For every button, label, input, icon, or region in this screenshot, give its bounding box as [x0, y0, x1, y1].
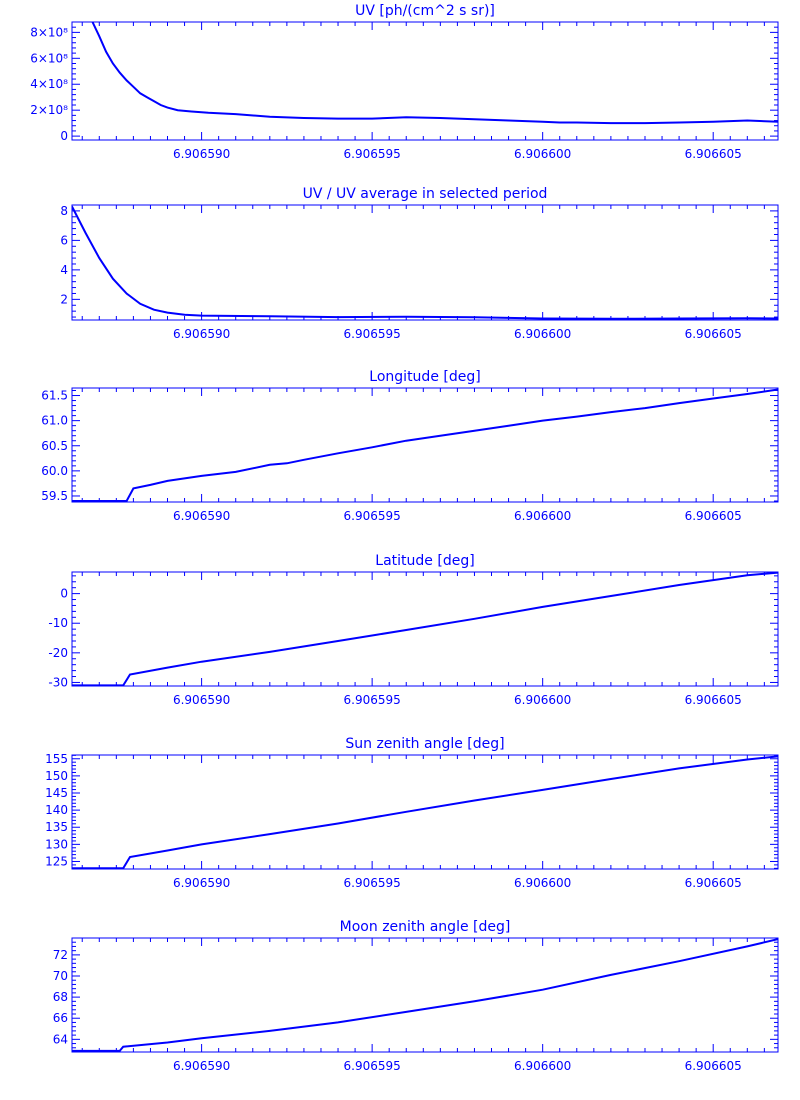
chart-panel-6: Moon zenith angle [deg] 6.906590 6.906595 6…: [53, 919, 779, 1073]
x-tick-label: 6.906600: [514, 876, 571, 890]
y-tick-label: 59.5: [41, 489, 68, 503]
plot-frame: [71, 21, 779, 141]
x-tick-label: 6.906595: [344, 876, 401, 890]
x-tick-label: 6.906590: [173, 509, 230, 523]
chart-panel-2: UV / UV average in selected period 6.9065…: [60, 186, 779, 341]
y-tick-label: 61.5: [41, 389, 68, 403]
series-line: [72, 388, 778, 502]
y-tick-label: 66: [53, 1011, 68, 1025]
y-tick-label: 8×10⁸: [30, 25, 68, 39]
chart-panel-1: UV [ph/(cm^2 s sr)] 6.906590 6.906595 6.906…: [30, 3, 779, 161]
plot-frame: [71, 387, 779, 503]
y-tick-label: 140: [45, 803, 68, 817]
y-tick-label: 70: [53, 969, 68, 983]
y-tick-label: -10: [48, 616, 68, 630]
plot-frame: [71, 754, 779, 870]
x-tick-label: 6.906605: [685, 876, 742, 890]
y-tick-label: 68: [53, 990, 68, 1004]
chart-panel-3: Longitude [deg] 6.906590 6.906595 6.906600 6…: [41, 369, 779, 523]
chart-title: UV / UV average in selected period: [303, 186, 548, 202]
y-tick-label: 130: [45, 837, 68, 851]
y-tick-label: 6: [60, 233, 68, 247]
x-tick-label: 6.906600: [514, 1059, 571, 1073]
x-tick-label: 6.906600: [514, 693, 571, 707]
y-tick-label: 135: [45, 820, 68, 834]
x-tick-label: 6.906605: [685, 1059, 742, 1073]
y-tick-label: 8: [60, 204, 68, 218]
series-line: [91, 22, 778, 125]
x-tick-label: 6.906590: [173, 147, 230, 161]
y-tick-label: 72: [53, 948, 68, 962]
x-tick-label: 6.906595: [344, 1059, 401, 1073]
chart-title: Sun zenith angle [deg]: [345, 736, 504, 752]
x-tick-label: 6.906590: [173, 1059, 230, 1073]
x-tick-label: 6.906600: [514, 509, 571, 523]
x-tick-label: 6.906590: [173, 327, 230, 341]
y-tick-label: 4×10⁸: [30, 77, 68, 91]
x-tick-label: 6.906590: [173, 876, 230, 890]
chart-title: Latitude [deg]: [375, 553, 474, 569]
y-tick-label: 61.0: [41, 414, 68, 428]
y-tick-label: 0: [60, 129, 68, 143]
y-tick-label: 60.0: [41, 464, 68, 478]
x-tick-label: 6.906605: [685, 509, 742, 523]
plot-frame: [71, 937, 779, 1053]
chart-title: Longitude [deg]: [369, 369, 480, 385]
series-line: [72, 755, 778, 869]
plot-frame: [71, 571, 779, 687]
x-tick-label: 6.906600: [514, 327, 571, 341]
x-tick-label: 6.906605: [685, 693, 742, 707]
series-line: [72, 572, 778, 686]
chart-panel-4: Latitude [deg] 6.906590 6.906595 6.906600 6.…: [48, 553, 779, 707]
x-tick-label: 6.906595: [344, 327, 401, 341]
series-line: [72, 206, 778, 320]
y-tick-label: -20: [48, 646, 68, 660]
y-tick-label: 0: [60, 587, 68, 601]
chart-panel-5: Sun zenith angle [deg] 6.906590 6.906595 6.…: [45, 736, 779, 890]
x-tick-label: 6.906590: [173, 693, 230, 707]
y-tick-label: 4: [60, 263, 68, 277]
x-tick-label: 6.906595: [344, 693, 401, 707]
y-tick-label: 2: [60, 292, 68, 306]
x-tick-label: 6.906605: [685, 147, 742, 161]
x-tick-label: 6.906605: [685, 327, 742, 341]
y-tick-label: 145: [45, 786, 68, 800]
x-tick-label: 6.906595: [344, 509, 401, 523]
chart-title: UV [ph/(cm^2 s sr)]: [355, 3, 495, 19]
chart-title: Moon zenith angle [deg]: [340, 919, 511, 935]
y-tick-label: 150: [45, 769, 68, 783]
y-tick-label: 64: [53, 1032, 68, 1046]
x-tick-label: 6.906600: [514, 147, 571, 161]
y-tick-label: 2×10⁸: [30, 103, 68, 117]
y-tick-label: 60.5: [41, 439, 68, 453]
y-tick-label: 125: [45, 854, 68, 868]
y-tick-label: 6×10⁸: [30, 51, 68, 65]
series-line: [72, 938, 778, 1052]
x-tick-label: 6.906595: [344, 147, 401, 161]
y-tick-label: 155: [45, 752, 68, 766]
y-tick-label: -30: [48, 675, 68, 689]
plot-frame: [71, 204, 779, 321]
